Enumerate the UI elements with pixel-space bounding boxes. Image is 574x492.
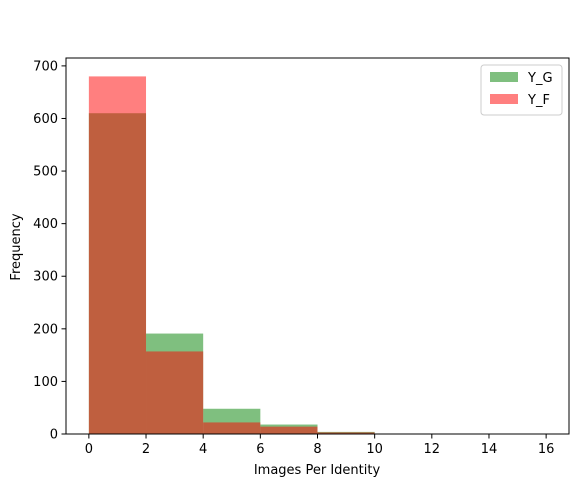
bar-y-f-bin-2 [203, 422, 261, 434]
x-tick-label: 2 [142, 442, 150, 457]
x-tick-label: 0 [85, 442, 93, 457]
x-tick-label: 16 [538, 442, 555, 457]
x-tick-label: 14 [481, 442, 498, 457]
legend-label: Y_F [527, 93, 550, 108]
legend-swatch-y-g [490, 72, 518, 82]
y-tick-label: 0 [50, 428, 58, 443]
y-tick-label: 200 [33, 322, 58, 337]
bar-y-f-bin-0 [88, 76, 147, 435]
bars-layer [88, 76, 375, 435]
x-tick-label: 4 [199, 442, 207, 457]
bar-y-f-bin-4 [317, 432, 375, 434]
bar-y-f-bin-3 [260, 426, 318, 434]
x-tick-label: 10 [366, 442, 383, 457]
y-tick-label: 600 [33, 112, 58, 127]
legend: Y_G Y_F [480, 64, 563, 116]
y-tick-label: 700 [33, 59, 58, 74]
y-axis-label: Frequency [9, 213, 24, 280]
x-axis-label: Images Per Identity [254, 463, 381, 478]
x-tick-label: 12 [424, 442, 441, 457]
legend-label: Y_G [527, 71, 553, 86]
axes-layer: 0 2 4 6 8 10 12 14 16 0 100 200 300 400 500 600 700 [33, 57, 570, 457]
legend-swatch-y-f [490, 94, 518, 104]
y-tick-label: 400 [33, 217, 58, 232]
x-tick-label: 8 [313, 442, 321, 457]
y-tick-label: 500 [33, 165, 58, 180]
y-tick-label: 300 [33, 270, 58, 285]
bar-y-f-bin-1 [146, 351, 204, 434]
y-tick-label: 100 [33, 375, 58, 390]
x-tick-label: 6 [256, 442, 264, 457]
